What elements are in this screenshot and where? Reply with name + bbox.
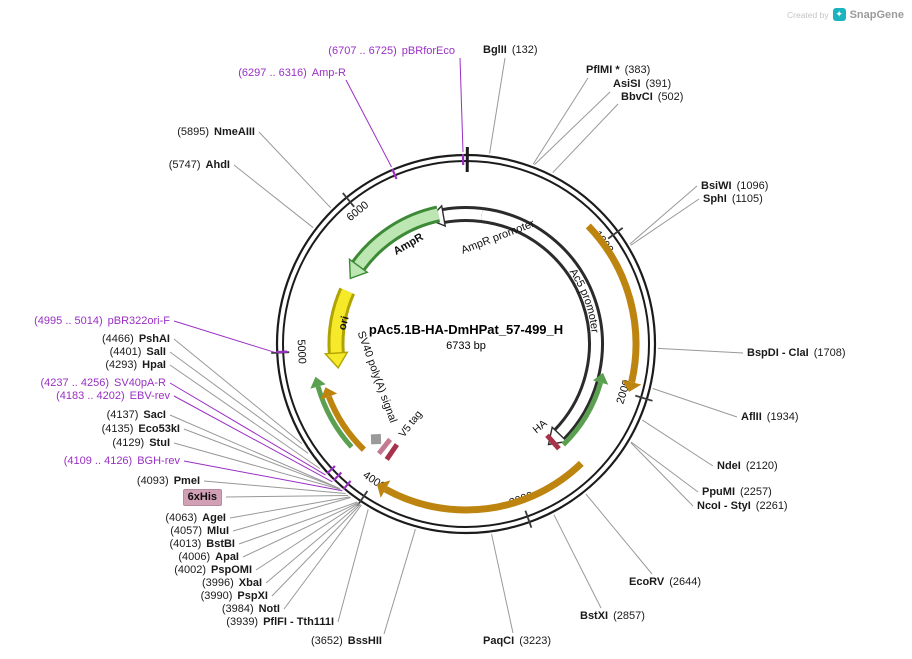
leader-agei [229, 496, 350, 519]
feature-insert-cds-arc-arrowhead [376, 480, 391, 498]
primer-site-sv40pa-r [326, 465, 336, 475]
feature-label-v5-tag: V5 tag [397, 408, 425, 439]
leader-saci [169, 414, 340, 489]
feature-left-inner-arc [310, 376, 354, 449]
tag-marker-ha-tag [545, 433, 561, 451]
leader-pspomi [255, 502, 359, 571]
tag-marker-v5-tag [384, 443, 399, 461]
leader-stui [173, 442, 341, 490]
leader-aflii [652, 388, 738, 418]
leader-bgh-rev [183, 460, 343, 492]
feature-polya-arc [320, 387, 367, 452]
feature-ori-arrow [323, 287, 356, 370]
plasmid-title-block: pAc5.1B-HA-DmHPat_57-499_H 6733 bp [316, 322, 616, 352]
leader-pbr322ori-f [173, 320, 275, 353]
leader-ahdi [233, 164, 314, 229]
leader-amp-r [345, 79, 392, 168]
tick-2000 [635, 394, 653, 402]
leader-noti [283, 504, 362, 610]
leader-bstxi [553, 514, 602, 609]
leader-apai [242, 502, 359, 558]
feature-right-inner-arc [561, 372, 609, 447]
leader-mlui [232, 497, 351, 532]
watermark-brand: SnapGene [849, 8, 904, 21]
tag-marker-stop-mark [370, 434, 382, 445]
leader-pmei [203, 480, 346, 494]
leader-pshai [173, 338, 303, 444]
feature-left-inner-arc-arrowhead [310, 376, 326, 389]
leader-bsiwi [629, 185, 698, 245]
leader-eco53ki [183, 428, 340, 490]
leader-bglii [489, 57, 506, 154]
leader-6xhis [225, 495, 349, 498]
feature-ac5-upstream-arc-arrowhead [621, 380, 642, 392]
feature-ampr-cds-arrow-arrowhead [348, 257, 369, 280]
primer-site-amp-r [391, 168, 398, 180]
leader-bbvci [552, 103, 619, 174]
leader-hpai [169, 364, 321, 470]
leader-asisi [534, 91, 611, 165]
leader-sali [169, 351, 309, 454]
tick-3000 [524, 510, 533, 528]
leader-ebv-rev [173, 395, 333, 483]
leader-nmeaiii [258, 131, 332, 209]
feature-polya-arc-arrowhead [320, 387, 338, 400]
plasmid-name: pAc5.1B-HA-DmHPat_57-499_H [368, 322, 564, 337]
tick-6000 [342, 192, 355, 208]
leader-ncoi-styi [630, 442, 694, 507]
snapgene-logo-icon: ✦ [832, 8, 846, 21]
leader-pflmi [532, 77, 589, 165]
feature-label-ha: HA [531, 417, 550, 436]
leader-paqci [491, 534, 514, 634]
primer-site-bgh-rev [342, 480, 352, 491]
leader-bspdi-clai [657, 347, 744, 354]
leader-ppumi [630, 441, 699, 493]
leader-ecorv [585, 493, 653, 575]
tick-1000 [607, 227, 624, 240]
leader-pspxi [271, 504, 361, 597]
primer-site-ebv-rev [332, 471, 343, 482]
leader-sv40pa-r [169, 382, 326, 476]
feature-right-inner-arc-arrowhead [592, 372, 609, 385]
leader-bsshii [383, 529, 416, 635]
feature-ori-arrow-arrowhead [323, 351, 349, 370]
primer-site-pbr322ori-f [276, 350, 288, 354]
leader-bstbi [238, 501, 358, 545]
feature-ac5-upstream-arc [585, 223, 642, 392]
snapgene-watermark: Created by ✦ SnapGene [787, 8, 904, 21]
leader-xbai [265, 503, 360, 584]
tick-4000 [356, 490, 369, 507]
feature-label-ori: ori [336, 315, 351, 332]
tag-marker-sixhis-tag [376, 437, 393, 456]
leader-ndei [642, 419, 714, 467]
leader-pbrforeco [459, 57, 464, 153]
feature-insert-cds-arc [376, 460, 584, 514]
leader-sphi [630, 198, 700, 246]
feature-ampr-cds-arrow [348, 205, 441, 280]
leader-pflfi-tth111i [337, 509, 369, 623]
plasmid-size: 6733 bp [446, 340, 486, 352]
watermark-created-by: Created by [787, 9, 829, 20]
tick-label-5000: 5000 [295, 339, 308, 364]
